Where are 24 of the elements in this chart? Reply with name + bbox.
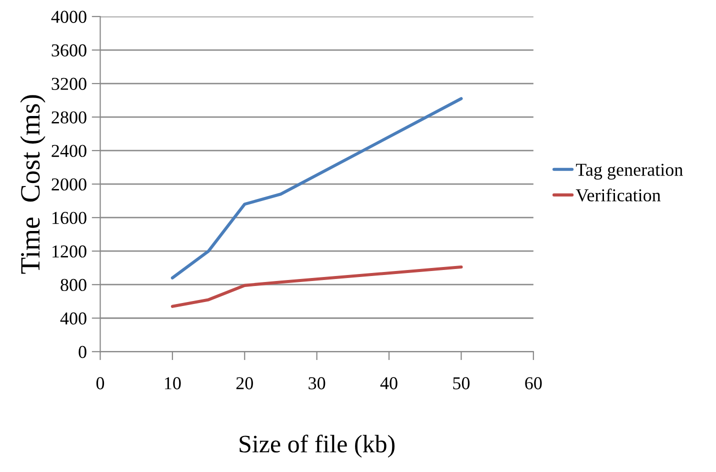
x-tick-label: 0 xyxy=(96,377,104,390)
x-tick-label: 20 xyxy=(236,377,253,390)
y-tick-label: 3600 xyxy=(52,44,86,56)
y-tick-label: 2800 xyxy=(52,111,86,124)
y-tick-label: 800 xyxy=(60,278,86,292)
line-series xyxy=(170,265,463,308)
x-axis-title: Size of file (kb) xyxy=(240,434,395,458)
y-tick-label: 1600 xyxy=(52,212,86,224)
y-tick-label: 1200 xyxy=(52,245,86,258)
x-tick-label: 30 xyxy=(308,377,326,390)
x-tick-label: 50 xyxy=(453,377,470,390)
line-series xyxy=(170,97,463,280)
legend-label: Verification xyxy=(576,188,661,202)
y-axis-title: Time Cost (ms) xyxy=(20,95,46,274)
y-tick-label: 0 xyxy=(78,346,86,358)
y-tick-label: 400 xyxy=(60,312,86,325)
y-tick-label: 2000 xyxy=(52,178,86,191)
x-tick-label: 10 xyxy=(164,377,181,390)
y-tick-label: 2400 xyxy=(52,144,86,158)
y-tick-label: 4000 xyxy=(51,10,86,23)
legend-label: Tag generation xyxy=(576,164,683,180)
y-tick-label: 3200 xyxy=(52,78,86,90)
x-tick-label: 40 xyxy=(380,377,398,390)
x-tick-label: 60 xyxy=(525,377,542,390)
